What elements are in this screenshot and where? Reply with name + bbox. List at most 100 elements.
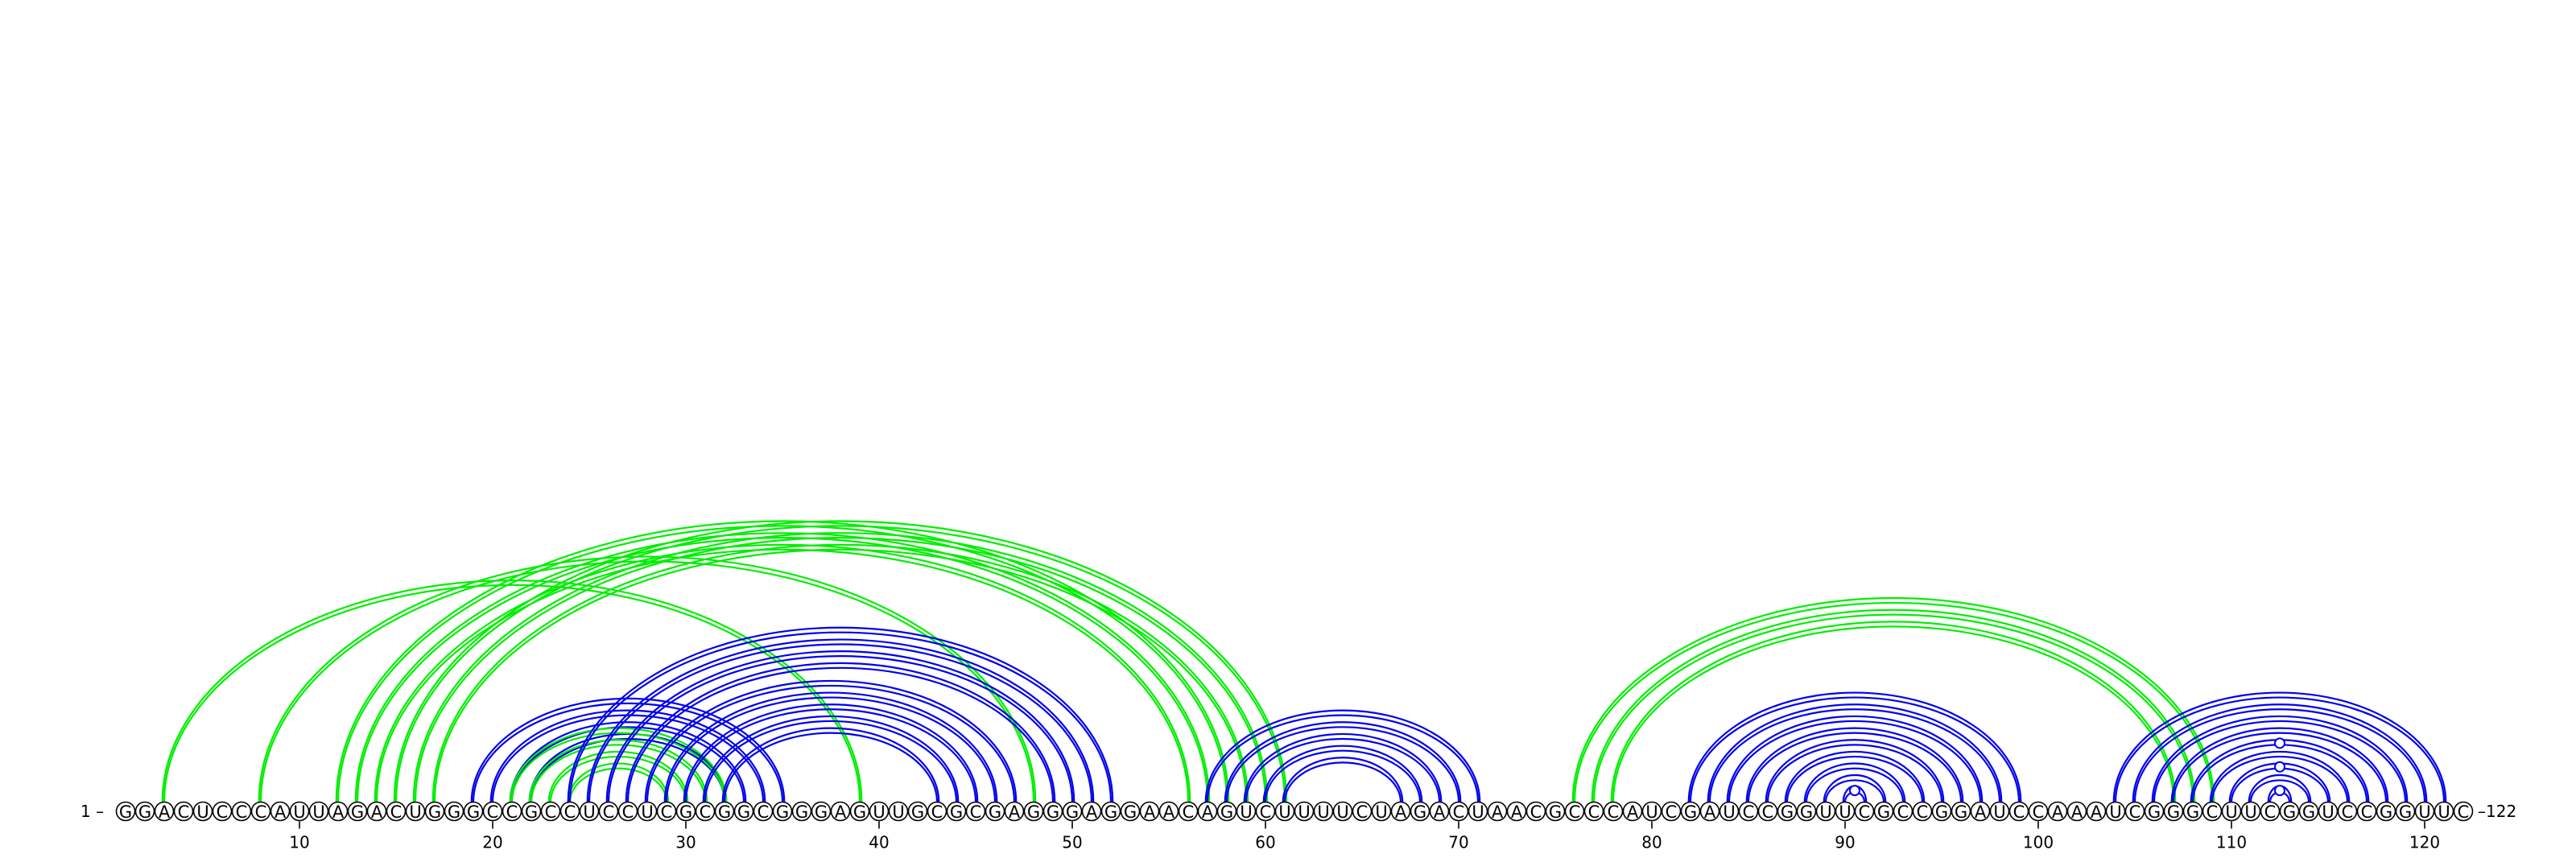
- tick-label-20: 20: [482, 833, 502, 852]
- nucleotide-letter-5: U: [196, 802, 208, 822]
- arc-84-97: [1728, 720, 1982, 802]
- nucleotide-12: [328, 801, 349, 822]
- nucleotide-36: [791, 801, 812, 822]
- arc-82-99-outer: [1687, 691, 2022, 802]
- nucleotide-86: [1757, 801, 1778, 822]
- nucleotide-letter-60: C: [1260, 802, 1272, 822]
- nucleotide-48: [1023, 801, 1044, 822]
- nucleotide-letter-38: A: [835, 802, 847, 822]
- arc-83-98: [1708, 708, 2001, 802]
- nucleotide-63: [1313, 801, 1334, 822]
- nucleotide-letter-87: G: [1781, 802, 1794, 822]
- nucleotide-letter-35: G: [776, 802, 789, 822]
- arc-25-51-outer: [586, 638, 1095, 802]
- nucleotide-letter-65: C: [1356, 802, 1368, 822]
- nucleotide-47: [1004, 801, 1025, 822]
- nucleotide-letter-20: C: [487, 802, 499, 822]
- arc-26-50: [607, 655, 1074, 802]
- arc-17-59-outer: [431, 543, 1249, 802]
- nucleotide-letter-64: U: [1336, 802, 1348, 822]
- nucleotide-letter-117: C: [2361, 802, 2373, 822]
- nucleotide-104: [2105, 801, 2126, 822]
- nucleotide-letter-57: A: [1202, 802, 1214, 822]
- arc-15-61-outer: [393, 520, 1288, 802]
- nucleotide-102: [2066, 801, 2087, 822]
- nucleotide-42: [907, 801, 928, 822]
- arc-27-49: [626, 666, 1055, 802]
- tick-label-40: 40: [869, 833, 889, 852]
- arc-3-39-outer: [161, 579, 863, 802]
- arc-85-96-outer: [1745, 727, 1964, 802]
- nucleotide-letter-100: C: [2033, 802, 2045, 822]
- nucleotide-letter-98: U: [1993, 802, 2005, 822]
- arc-109-116-outer: [2209, 750, 2351, 802]
- arc-32-43: [723, 732, 939, 802]
- nucleotide-letter-88: G: [1800, 802, 1813, 822]
- arc-20-34-outer: [489, 709, 766, 802]
- nucleotide-99: [2008, 801, 2029, 822]
- nucleotide-letter-37: G: [815, 802, 828, 822]
- tick-label-10: 10: [289, 833, 309, 852]
- nucleotide-letter-15: C: [390, 802, 402, 822]
- nucleotide-20: [482, 801, 503, 822]
- nucleotide-letter-69: A: [1434, 802, 1446, 822]
- arc-12-58: [336, 525, 1228, 802]
- nucleotide-54: [1139, 801, 1160, 822]
- arc-78-107-outer: [1610, 621, 2177, 802]
- nucleotide-letter-26: C: [603, 802, 615, 822]
- nucleotide-81: [1661, 801, 1682, 822]
- nucleotide-letter-56: C: [1183, 802, 1195, 822]
- nucleotide-35: [772, 801, 793, 822]
- arc-89-92-outer: [1823, 773, 1887, 802]
- nucleotide-letter-40: U: [873, 802, 885, 822]
- arc-78-107: [1612, 625, 2175, 802]
- nucleotide-letter-77: C: [1588, 802, 1600, 822]
- arc-16-60: [414, 537, 1267, 802]
- nucleotide-33: [733, 801, 754, 822]
- nucleotide-letter-85: C: [1743, 802, 1755, 822]
- arc-23-30-outer: [547, 750, 689, 802]
- nucleotide-96: [1951, 801, 1971, 822]
- arc-111-114: [2249, 779, 2310, 802]
- tick-label-110: 110: [2216, 833, 2247, 852]
- nucleotide-letter-102: A: [2071, 802, 2083, 822]
- nucleotide-letter-9: A: [275, 802, 287, 822]
- nucleotide-77: [1583, 801, 1604, 822]
- nucleotide-69: [1429, 801, 1450, 822]
- nucleotide-letter-111: U: [2244, 802, 2256, 822]
- nucleotide-letter-24: C: [564, 802, 576, 822]
- nucleotide-65: [1352, 801, 1373, 822]
- nucleotide-11: [308, 801, 329, 822]
- nucleotide-letter-90: U: [1839, 802, 1851, 822]
- tick-label-100: 100: [2023, 833, 2054, 852]
- nucleotide-40: [869, 801, 890, 822]
- nucleotide-100: [2028, 801, 2049, 822]
- arc-61-67: [1283, 761, 1402, 802]
- arc-14-56-outer: [374, 543, 1191, 802]
- nucleotide-letter-81: C: [1666, 802, 1678, 822]
- arc-20-34: [491, 714, 765, 802]
- end-label: –122: [2478, 802, 2516, 821]
- arc-22-31-outer: [528, 739, 708, 802]
- nucleotide-111: [2240, 801, 2261, 822]
- nucleotide-letter-73: A: [1511, 802, 1523, 822]
- nucleotide-106: [2144, 801, 2165, 822]
- nucleotide-109: [2202, 801, 2223, 822]
- nucleotide-87: [1777, 801, 1798, 822]
- nucleotide-19: [463, 801, 484, 822]
- arc-14-56: [375, 548, 1190, 802]
- nucleotide-letter-115: U: [2322, 802, 2334, 822]
- nucleotide-letter-41: U: [892, 802, 904, 822]
- nucleotide-28: [637, 801, 658, 822]
- nucleotide-38: [830, 801, 851, 822]
- nucleotide-letter-80: U: [1645, 802, 1657, 822]
- nucleotide-29: [656, 801, 677, 822]
- tick-label-70: 70: [1448, 833, 1468, 852]
- nucleotide-25: [579, 801, 600, 822]
- nucleotide-letter-6: C: [217, 802, 229, 822]
- nucleotide-9: [270, 801, 291, 822]
- nucleotide-44: [946, 801, 967, 822]
- nucleotide-letter-99: C: [2013, 802, 2025, 822]
- arc-104-121-outer: [2112, 691, 2447, 802]
- arc-87-94-outer: [1784, 750, 1926, 802]
